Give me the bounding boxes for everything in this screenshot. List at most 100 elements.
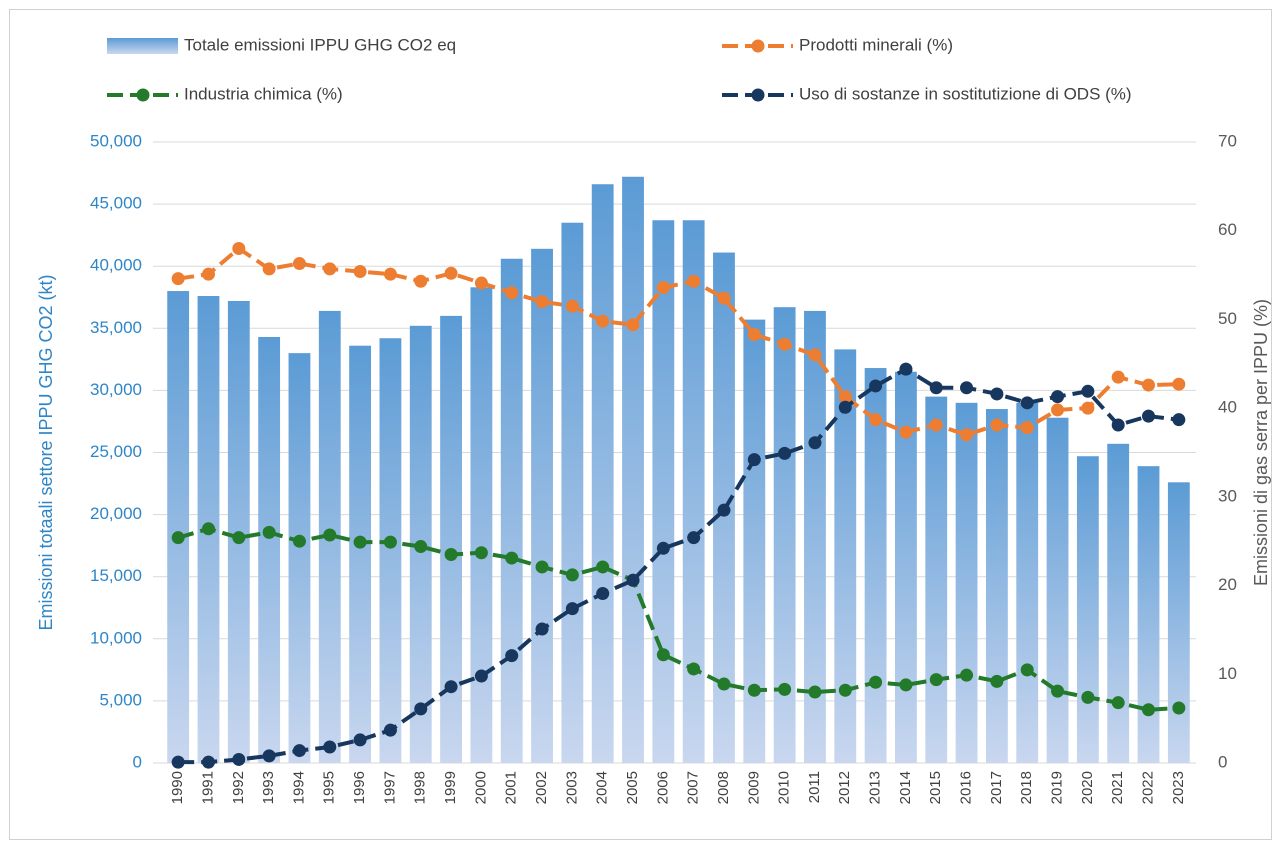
legend-label: Uso di sostanze in sostitutizione di ODS… [799, 84, 1132, 103]
x-tick-label: 2021 [1109, 771, 1126, 804]
line-marker [505, 551, 519, 565]
y2-tick-label: 20 [1218, 575, 1237, 594]
line-marker [747, 453, 761, 467]
bar [622, 176, 644, 763]
line-marker [1051, 403, 1065, 417]
y-tick-label: 0 [133, 752, 142, 771]
line-marker [201, 522, 215, 536]
line-marker [929, 673, 943, 687]
line-marker [656, 541, 670, 555]
x-tick-label: 2000 [472, 771, 489, 804]
line-marker [1081, 690, 1095, 704]
line-marker [1142, 378, 1156, 392]
line-marker [596, 314, 610, 328]
bar [1016, 402, 1039, 763]
line-marker [717, 291, 731, 305]
line-marker [232, 241, 246, 255]
x-tick-label: 2012 [836, 771, 853, 804]
line-marker [960, 428, 974, 442]
y2-tick-label: 60 [1218, 220, 1237, 239]
x-tick-label: 2006 [654, 771, 671, 804]
line-marker [717, 503, 731, 517]
line-marker [747, 683, 761, 697]
line-marker [808, 436, 822, 450]
x-tick-label: 2003 [563, 771, 580, 804]
line-marker [899, 678, 913, 692]
bar [440, 315, 462, 763]
line-marker [838, 400, 852, 414]
line-marker [353, 733, 367, 747]
line-marker [292, 534, 306, 548]
line-marker [353, 265, 367, 279]
line-marker [414, 274, 428, 288]
line-marker [1172, 377, 1186, 391]
bar [1107, 443, 1130, 763]
line-marker [626, 318, 640, 332]
bar [470, 287, 493, 763]
x-tick-label: 2002 [533, 771, 550, 804]
line-marker [535, 295, 549, 309]
x-tick-label: 1994 [290, 771, 307, 804]
line-marker [232, 752, 246, 766]
line-marker [232, 531, 246, 545]
x-tick-label: 1998 [412, 771, 429, 804]
bar [288, 353, 311, 763]
line-marker [565, 602, 579, 616]
line-marker [747, 328, 761, 342]
line-marker [778, 337, 792, 351]
y-tick-label: 20,000 [90, 504, 142, 523]
y-tick-label: 50,000 [90, 131, 142, 150]
line-marker [687, 531, 701, 545]
x-tick-label: 2022 [1139, 771, 1156, 804]
line-marker [383, 267, 397, 281]
bar [1076, 456, 1099, 763]
line-marker [869, 413, 883, 427]
x-tick-label: 2018 [1018, 771, 1035, 804]
line-marker [656, 280, 670, 294]
line-series [178, 366, 1180, 765]
x-tick-label: 1995 [321, 771, 338, 804]
x-tick-label: 2011 [806, 771, 823, 803]
y2-tick-label: 0 [1218, 752, 1227, 771]
legend-label: Prodotti minerali (%) [799, 35, 953, 54]
bar [1137, 466, 1160, 763]
line-marker [990, 418, 1004, 432]
line-marker [778, 682, 792, 696]
bar [379, 338, 402, 763]
line-marker [1142, 409, 1156, 423]
y2-tick-label: 30 [1218, 486, 1237, 505]
line-marker [171, 755, 185, 769]
line-marker [808, 685, 822, 699]
line-marker [1051, 390, 1065, 404]
line-marker [687, 274, 701, 288]
bar [258, 336, 281, 763]
line-marker [656, 648, 670, 662]
y2-tick-label: 70 [1218, 131, 1237, 150]
line-marker [262, 749, 276, 763]
bar [895, 371, 917, 763]
bar [834, 349, 857, 763]
x-tick-label: 1996 [351, 771, 368, 804]
y2-tick-label: 10 [1218, 664, 1237, 683]
x-tick-label: 1992 [230, 771, 247, 804]
y-tick-label: 25,000 [90, 442, 142, 461]
legend-marker [136, 88, 150, 102]
x-tick-label: 2005 [624, 771, 641, 804]
x-tick-label: 2019 [1049, 771, 1066, 804]
x-tick-label: 2017 [988, 771, 1005, 804]
line-marker [535, 560, 549, 574]
line-marker [899, 362, 913, 376]
y-tick-label: 30,000 [90, 380, 142, 399]
line-marker [838, 390, 852, 404]
bar [925, 396, 948, 763]
legend-marker [751, 88, 765, 102]
line-marker [171, 531, 185, 545]
line-marker [687, 662, 701, 676]
bar [743, 319, 766, 763]
line-marker [838, 683, 852, 697]
bar [804, 310, 826, 763]
line-marker [869, 675, 883, 689]
line-marker [717, 677, 731, 691]
x-tick-label: 2016 [958, 771, 975, 804]
x-tick-label: 2015 [927, 771, 944, 804]
